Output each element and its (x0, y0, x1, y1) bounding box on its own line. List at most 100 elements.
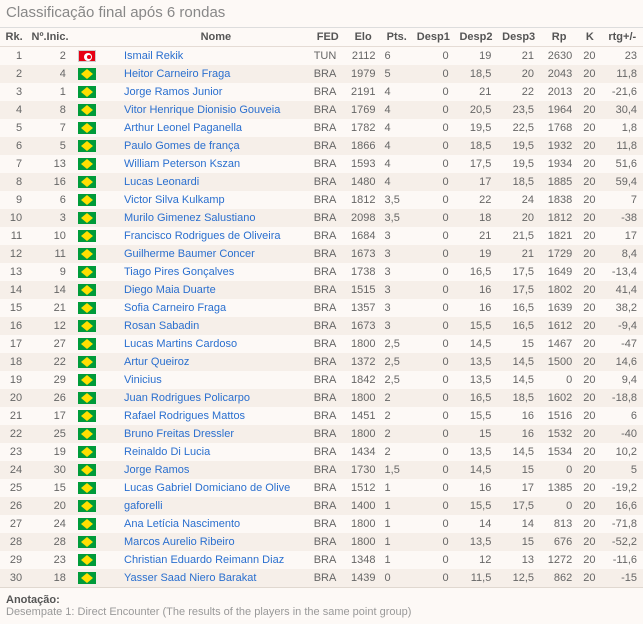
cell-name[interactable]: Lucas Gabriel Domiciano de Olive (121, 479, 311, 497)
cell-name[interactable]: Rosan Sabadin (121, 317, 311, 335)
cell-d3: 21,5 (497, 227, 540, 245)
player-link[interactable]: Arthur Leonel Paganella (124, 122, 242, 134)
cell-name[interactable]: Jorge Ramos Junior (121, 83, 311, 101)
cell-d3: 16 (497, 425, 540, 443)
player-link[interactable]: Rafael Rodrigues Mattos (124, 410, 245, 422)
cell-flag (72, 407, 102, 425)
player-link[interactable]: Lucas Martins Cardoso (124, 338, 237, 350)
cell-name[interactable]: Lucas Leonardi (121, 173, 311, 191)
player-link[interactable]: Sofia Carneiro Fraga (124, 302, 226, 314)
player-link[interactable]: Ana Letícia Nascimento (124, 518, 240, 530)
player-link[interactable]: Victor Silva Kulkamp (124, 194, 225, 206)
player-link[interactable]: Artur Queiroz (124, 356, 189, 368)
cell-name[interactable]: Rafael Rodrigues Mattos (121, 407, 311, 425)
cell-elo: 1434 (345, 443, 382, 461)
cell-name[interactable]: Paulo Gomes de frança (121, 137, 311, 155)
cell-name[interactable]: Ismail Rekik (121, 47, 311, 65)
cell-name[interactable]: Francisco Rodrigues de Oliveira (121, 227, 311, 245)
cell-name[interactable]: Victor Silva Kulkamp (121, 191, 311, 209)
cell-name[interactable]: Guilherme Baumer Concer (121, 245, 311, 263)
cell-name[interactable]: Lucas Martins Cardoso (121, 335, 311, 353)
cell-pts: 4 (382, 119, 412, 137)
player-link[interactable]: Guilherme Baumer Concer (124, 248, 255, 260)
cell-d2: 15,5 (455, 317, 498, 335)
cell-name[interactable]: Vinicius (121, 371, 311, 389)
cell-elo: 1439 (345, 569, 382, 587)
cell-name[interactable]: Christian Eduardo Reimann Diaz (121, 551, 311, 569)
cell-k: 20 (578, 497, 601, 515)
cell-d2: 11,5 (455, 569, 498, 587)
table-row: 48Vitor Henrique Dionisio GouveiaBRA1769… (0, 101, 643, 119)
player-link[interactable]: Vitor Henrique Dionisio Gouveia (124, 104, 280, 116)
cell-name[interactable]: Ana Letícia Nascimento (121, 515, 311, 533)
player-link[interactable]: Jorge Ramos (124, 464, 189, 476)
cell-pts: 4 (382, 137, 412, 155)
player-link[interactable]: Yasser Saad Niero Barakat (124, 572, 256, 584)
cell-name[interactable]: Yasser Saad Niero Barakat (121, 569, 311, 587)
cell-rp: 0 (540, 497, 578, 515)
cell-k: 20 (578, 137, 601, 155)
cell-k: 20 (578, 479, 601, 497)
cell-elo: 1400 (345, 497, 382, 515)
cell-d2: 20,5 (455, 101, 498, 119)
cell-ninic: 1 (28, 83, 72, 101)
player-link[interactable]: Murilo Gimenez Salustiano (124, 212, 255, 224)
cell-name[interactable]: Reinaldo Di Lucia (121, 443, 311, 461)
cell-fed: BRA (311, 227, 345, 245)
col-ninic: Nº.Inic. (28, 28, 72, 47)
cell-pts: 3,5 (382, 209, 412, 227)
cell-name[interactable]: Artur Queiroz (121, 353, 311, 371)
cell-rp: 676 (540, 533, 578, 551)
player-link[interactable]: Reinaldo Di Lucia (124, 446, 210, 458)
cell-title (102, 497, 121, 515)
cell-flag (72, 461, 102, 479)
player-link[interactable]: Jorge Ramos Junior (124, 86, 222, 98)
player-link[interactable]: Heitor Carneiro Fraga (124, 68, 230, 80)
cell-name[interactable]: Murilo Gimenez Salustiano (121, 209, 311, 227)
cell-flag (72, 155, 102, 173)
player-link[interactable]: Juan Rodrigues Policarpo (124, 392, 250, 404)
cell-fed: BRA (311, 569, 345, 587)
cell-elo: 1800 (345, 389, 382, 407)
cell-name[interactable]: Heitor Carneiro Fraga (121, 65, 311, 83)
player-link[interactable]: gaforelli (124, 500, 163, 512)
player-link[interactable]: Paulo Gomes de frança (124, 140, 240, 152)
cell-name[interactable]: Sofia Carneiro Fraga (121, 299, 311, 317)
cell-name[interactable]: Arthur Leonel Paganella (121, 119, 311, 137)
player-link[interactable]: William Peterson Kszan (124, 158, 240, 170)
cell-d1: 0 (412, 389, 455, 407)
player-link[interactable]: Rosan Sabadin (124, 320, 199, 332)
col-desp3: Desp3 (497, 28, 540, 47)
cell-fed: BRA (311, 101, 345, 119)
cell-name[interactable]: Vitor Henrique Dionisio Gouveia (121, 101, 311, 119)
cell-fed: BRA (311, 497, 345, 515)
cell-pts: 0 (382, 569, 412, 587)
flag-icon (78, 392, 96, 404)
cell-name[interactable]: gaforelli (121, 497, 311, 515)
player-link[interactable]: Francisco Rodrigues de Oliveira (124, 230, 281, 242)
cell-name[interactable]: Marcos Aurelio Ribeiro (121, 533, 311, 551)
cell-name[interactable]: Diego Maia Duarte (121, 281, 311, 299)
cell-rk: 26 (0, 497, 28, 515)
player-link[interactable]: Tiago Pires Gonçalves (124, 266, 234, 278)
cell-name[interactable]: Juan Rodrigues Policarpo (121, 389, 311, 407)
cell-title (102, 173, 121, 191)
cell-d2: 16 (455, 299, 498, 317)
cell-name[interactable]: Bruno Freitas Dressler (121, 425, 311, 443)
cell-rtg: 14,6 (602, 353, 643, 371)
player-link[interactable]: Lucas Leonardi (124, 176, 199, 188)
cell-name[interactable]: William Peterson Kszan (121, 155, 311, 173)
cell-name[interactable]: Tiago Pires Gonçalves (121, 263, 311, 281)
cell-flag (72, 425, 102, 443)
cell-rp: 1934 (540, 155, 578, 173)
player-link[interactable]: Bruno Freitas Dressler (124, 428, 234, 440)
player-link[interactable]: Ismail Rekik (124, 50, 183, 62)
player-link[interactable]: Marcos Aurelio Ribeiro (124, 536, 235, 548)
player-link[interactable]: Vinicius (124, 374, 162, 386)
cell-name[interactable]: Jorge Ramos (121, 461, 311, 479)
cell-flag (72, 245, 102, 263)
cell-d3: 16 (497, 407, 540, 425)
player-link[interactable]: Diego Maia Duarte (124, 284, 216, 296)
player-link[interactable]: Christian Eduardo Reimann Diaz (124, 554, 284, 566)
player-link[interactable]: Lucas Gabriel Domiciano de Olive (124, 482, 290, 494)
